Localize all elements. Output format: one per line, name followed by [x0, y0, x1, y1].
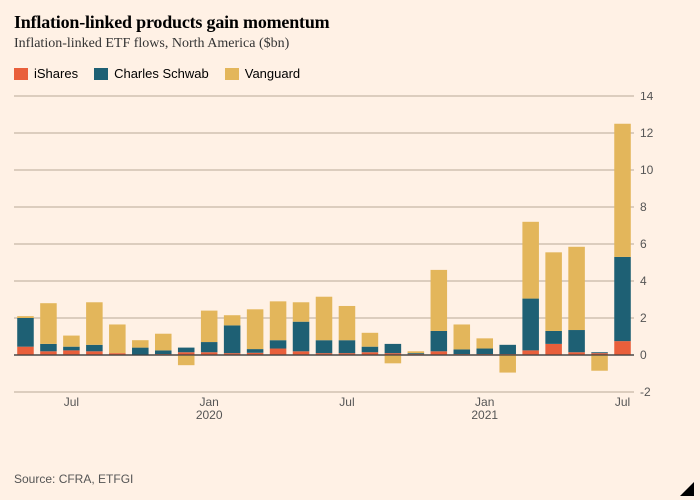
bar-segment [86, 345, 103, 351]
chart-title: Inflation-linked products gain momentum [14, 12, 329, 33]
bar-segment [132, 348, 149, 355]
svg-text:0: 0 [640, 348, 647, 362]
bar-segment [522, 222, 539, 299]
chart-svg: -202468101214JulJan2020JulJan2021Jul [14, 92, 664, 420]
bar-segment [17, 316, 34, 318]
legend-item-ishares: iShares [14, 66, 78, 81]
legend-swatch-vanguard [225, 68, 239, 80]
bar-segment [316, 297, 333, 340]
bar-segment [431, 270, 448, 331]
bar-segment [362, 347, 379, 353]
legend-label-schwab: Charles Schwab [114, 66, 209, 81]
legend-item-schwab: Charles Schwab [94, 66, 209, 81]
svg-text:Jul: Jul [615, 395, 630, 409]
bar-segment [568, 247, 585, 330]
bar-segment [63, 336, 80, 347]
bar-segment [591, 355, 608, 371]
bar-segment [316, 340, 333, 353]
svg-text:8: 8 [640, 200, 647, 214]
bar-segment [499, 355, 516, 373]
bar-segment [86, 302, 103, 345]
bar-segment [224, 325, 241, 353]
bar-segment [40, 303, 57, 344]
svg-text:Jul: Jul [64, 395, 79, 409]
bar-segment [339, 340, 356, 353]
svg-text:Jan: Jan [200, 395, 219, 409]
bar-segment [155, 334, 172, 351]
bar-segment [545, 331, 562, 344]
svg-text:4: 4 [640, 274, 647, 288]
bar-segment [476, 338, 493, 348]
bar-segment [614, 341, 631, 355]
svg-text:2020: 2020 [196, 408, 223, 420]
bar-segment [545, 252, 562, 331]
bar-segment [385, 344, 402, 353]
bar-segment [178, 355, 195, 365]
bar-segment [476, 349, 493, 355]
bar-segment [614, 124, 631, 257]
bar-segment [63, 350, 80, 355]
legend: iShares Charles Schwab Vanguard [14, 66, 300, 81]
svg-text:2021: 2021 [471, 408, 498, 420]
bar-segment [270, 340, 287, 348]
chart-subtitle: Inflation-linked ETF flows, North Americ… [14, 36, 289, 52]
svg-text:10: 10 [640, 163, 654, 177]
bar-segment [17, 347, 34, 355]
source-label: Source: CFRA, ETFGI [14, 472, 133, 486]
svg-text:12: 12 [640, 126, 654, 140]
bar-segment [293, 302, 310, 321]
bar-segment [499, 345, 516, 354]
svg-text:Jan: Jan [475, 395, 494, 409]
legend-label-ishares: iShares [34, 66, 78, 81]
bar-segment [270, 349, 287, 355]
bar-segment [454, 324, 471, 349]
bar-segment [339, 306, 356, 340]
bar-segment [247, 309, 264, 349]
legend-label-vanguard: Vanguard [245, 66, 300, 81]
legend-swatch-ishares [14, 68, 28, 80]
bar-segment [293, 322, 310, 352]
legend-item-vanguard: Vanguard [225, 66, 300, 81]
ft-corner-icon [680, 482, 694, 496]
bar-segment [408, 353, 425, 354]
bar-segment [431, 331, 448, 351]
bar-segment [247, 349, 264, 353]
svg-text:14: 14 [640, 92, 654, 103]
bar-segment [178, 348, 195, 353]
bar-segment [40, 344, 57, 351]
chart-root: Inflation-linked products gain momentum … [0, 0, 700, 500]
bar-segment [362, 333, 379, 347]
plot-area: -202468101214JulJan2020JulJan2021Jul [14, 92, 664, 420]
legend-swatch-schwab [94, 68, 108, 80]
bar-segment [614, 257, 631, 341]
bar-segment [109, 324, 126, 353]
bar-segment [201, 311, 218, 342]
bar-segment [201, 342, 218, 352]
svg-text:Jul: Jul [339, 395, 354, 409]
bar-segment [522, 350, 539, 355]
svg-text:6: 6 [640, 237, 647, 251]
bar-segment [591, 352, 608, 353]
bar-segment [270, 301, 287, 340]
bar-segment [522, 299, 539, 351]
svg-text:2: 2 [640, 311, 647, 325]
bar-segment [385, 355, 402, 363]
bar-segment [17, 318, 34, 347]
svg-text:-2: -2 [640, 385, 651, 399]
bar-segment [545, 344, 562, 355]
bar-segment [454, 349, 471, 354]
bar-segment [155, 350, 172, 354]
bar-segment [408, 351, 425, 353]
bar-segment [63, 347, 80, 351]
bar-segment [132, 340, 149, 347]
bar-segment [224, 315, 241, 325]
bar-segment [568, 330, 585, 352]
